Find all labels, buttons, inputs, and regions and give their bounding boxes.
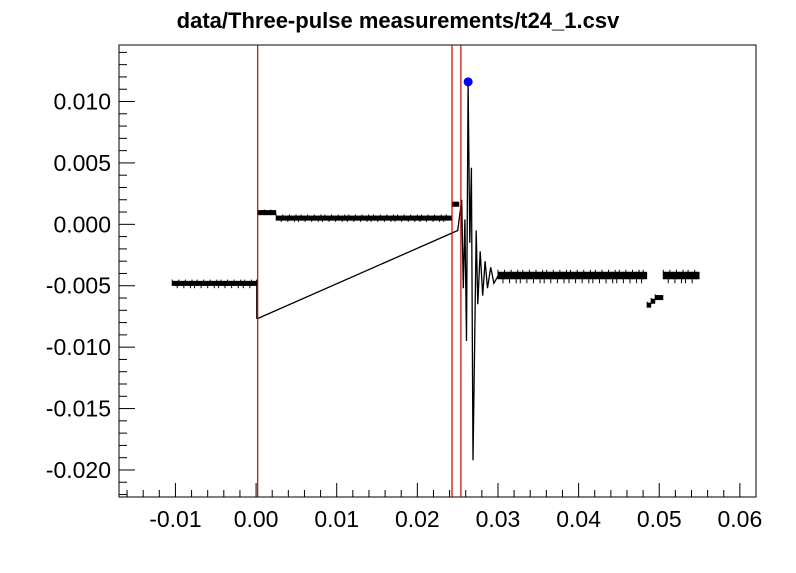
trace-band: [655, 295, 664, 301]
signal-trace: [171, 81, 700, 461]
x-tick-label: 0.00: [234, 506, 279, 532]
plot-frame: [118, 44, 757, 498]
peak-marker-group: [463, 77, 473, 87]
x-tick-label: 0.06: [717, 506, 762, 532]
y-tick-label: 0.010: [53, 89, 111, 115]
peak-marker: [463, 77, 473, 87]
x-tick-label: 0.01: [314, 506, 359, 532]
y-axis: -0.020 -0.015 -0.010 -0.005 0.000 0.005 0.010: [46, 51, 135, 496]
vertical-markers: [257, 45, 462, 497]
trace-band: [497, 271, 648, 280]
x-tick-label: 0.05: [637, 506, 682, 532]
x-tick-label: -0.01: [149, 506, 201, 532]
y-tick-label: 0.000: [53, 211, 111, 237]
trace-band: [452, 201, 460, 207]
y-tick-label: -0.005: [46, 273, 111, 299]
x-axis: -0.01 0.00 0.01 0.02 0.03 0.04 0.05 0.06: [126, 483, 762, 532]
x-tick-label: 0.02: [395, 506, 440, 532]
x-tick-label: 0.04: [556, 506, 601, 532]
trace-band: [651, 298, 656, 304]
chart-title: data/Three-pulse measurements/t24_1.csv: [176, 8, 620, 33]
trace-oscillation: [256, 81, 499, 461]
y-tick-label: -0.015: [46, 396, 111, 422]
trace-band: [647, 302, 652, 308]
y-tick-label: 0.005: [53, 150, 111, 176]
y-tick-label: -0.010: [46, 334, 111, 360]
x-tick-label: 0.03: [476, 506, 521, 532]
y-tick-label: -0.020: [46, 457, 111, 483]
